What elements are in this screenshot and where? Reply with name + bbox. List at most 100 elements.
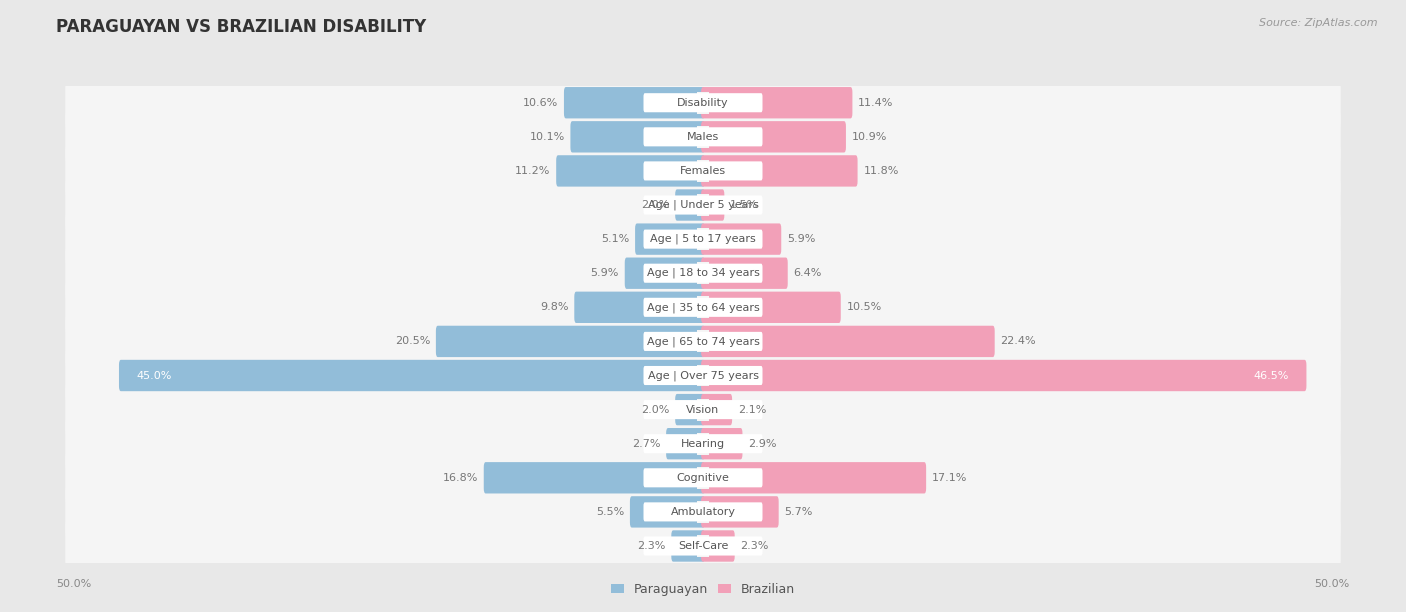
FancyBboxPatch shape	[702, 292, 841, 323]
FancyBboxPatch shape	[630, 496, 704, 528]
Text: 22.4%: 22.4%	[1001, 337, 1036, 346]
FancyBboxPatch shape	[696, 535, 707, 557]
Text: 10.6%: 10.6%	[523, 98, 558, 108]
FancyBboxPatch shape	[65, 436, 1341, 520]
Text: 5.5%: 5.5%	[596, 507, 624, 517]
Text: 10.1%: 10.1%	[529, 132, 565, 142]
FancyBboxPatch shape	[696, 433, 707, 455]
FancyBboxPatch shape	[65, 367, 1341, 452]
FancyBboxPatch shape	[436, 326, 704, 357]
FancyBboxPatch shape	[644, 264, 762, 283]
Text: 16.8%: 16.8%	[443, 473, 478, 483]
Text: Self-Care: Self-Care	[678, 541, 728, 551]
FancyBboxPatch shape	[702, 360, 1306, 391]
Text: 2.3%: 2.3%	[637, 541, 665, 551]
FancyBboxPatch shape	[644, 468, 762, 487]
FancyBboxPatch shape	[696, 194, 707, 216]
FancyBboxPatch shape	[644, 162, 762, 181]
FancyBboxPatch shape	[65, 469, 1341, 554]
FancyBboxPatch shape	[702, 394, 733, 425]
FancyBboxPatch shape	[699, 365, 710, 386]
FancyBboxPatch shape	[702, 326, 994, 357]
FancyBboxPatch shape	[65, 299, 1341, 384]
Text: 50.0%: 50.0%	[56, 580, 91, 589]
Text: 50.0%: 50.0%	[1315, 580, 1350, 589]
Text: Females: Females	[681, 166, 725, 176]
Text: 46.5%: 46.5%	[1254, 370, 1289, 381]
FancyBboxPatch shape	[696, 467, 707, 489]
Text: 5.1%: 5.1%	[600, 234, 630, 244]
FancyBboxPatch shape	[644, 332, 762, 351]
FancyBboxPatch shape	[65, 231, 1341, 316]
FancyBboxPatch shape	[644, 366, 762, 385]
Text: Age | 18 to 34 years: Age | 18 to 34 years	[647, 268, 759, 278]
Text: 11.4%: 11.4%	[858, 98, 894, 108]
FancyBboxPatch shape	[702, 258, 787, 289]
FancyBboxPatch shape	[574, 292, 704, 323]
FancyBboxPatch shape	[696, 501, 707, 523]
Text: Source: ZipAtlas.com: Source: ZipAtlas.com	[1260, 18, 1378, 28]
FancyBboxPatch shape	[696, 296, 707, 318]
Text: Age | 5 to 17 years: Age | 5 to 17 years	[650, 234, 756, 244]
Text: Vision: Vision	[686, 405, 720, 414]
FancyBboxPatch shape	[702, 223, 782, 255]
FancyBboxPatch shape	[65, 61, 1341, 145]
FancyBboxPatch shape	[65, 163, 1341, 247]
Text: 2.1%: 2.1%	[738, 405, 766, 414]
FancyBboxPatch shape	[702, 462, 927, 493]
FancyBboxPatch shape	[644, 537, 762, 556]
FancyBboxPatch shape	[702, 121, 846, 152]
Text: 1.5%: 1.5%	[730, 200, 758, 210]
Legend: Paraguayan, Brazilian: Paraguayan, Brazilian	[607, 579, 799, 600]
Text: Hearing: Hearing	[681, 439, 725, 449]
FancyBboxPatch shape	[65, 94, 1341, 179]
FancyBboxPatch shape	[696, 160, 707, 182]
Text: 11.8%: 11.8%	[863, 166, 898, 176]
FancyBboxPatch shape	[65, 265, 1341, 349]
FancyBboxPatch shape	[644, 127, 762, 146]
FancyBboxPatch shape	[65, 197, 1341, 282]
FancyBboxPatch shape	[696, 330, 707, 353]
FancyBboxPatch shape	[702, 428, 742, 460]
Text: 2.0%: 2.0%	[641, 405, 669, 414]
FancyBboxPatch shape	[675, 189, 704, 221]
Text: 2.3%: 2.3%	[741, 541, 769, 551]
FancyBboxPatch shape	[696, 126, 707, 147]
FancyBboxPatch shape	[702, 531, 735, 562]
FancyBboxPatch shape	[702, 496, 779, 528]
Text: Age | Over 75 years: Age | Over 75 years	[648, 370, 758, 381]
FancyBboxPatch shape	[671, 531, 704, 562]
Text: Age | 65 to 74 years: Age | 65 to 74 years	[647, 336, 759, 346]
Text: 5.9%: 5.9%	[787, 234, 815, 244]
FancyBboxPatch shape	[696, 92, 707, 114]
Text: 5.9%: 5.9%	[591, 268, 619, 278]
Text: 2.0%: 2.0%	[641, 200, 669, 210]
FancyBboxPatch shape	[699, 228, 710, 250]
FancyBboxPatch shape	[702, 189, 724, 221]
FancyBboxPatch shape	[644, 298, 762, 317]
FancyBboxPatch shape	[699, 160, 710, 182]
Text: Age | 35 to 64 years: Age | 35 to 64 years	[647, 302, 759, 313]
FancyBboxPatch shape	[624, 258, 704, 289]
FancyBboxPatch shape	[636, 223, 704, 255]
FancyBboxPatch shape	[65, 333, 1341, 418]
FancyBboxPatch shape	[699, 92, 710, 114]
FancyBboxPatch shape	[666, 428, 704, 460]
Text: Cognitive: Cognitive	[676, 473, 730, 483]
FancyBboxPatch shape	[702, 87, 852, 118]
Text: Ambulatory: Ambulatory	[671, 507, 735, 517]
FancyBboxPatch shape	[699, 194, 710, 216]
FancyBboxPatch shape	[699, 263, 710, 284]
Text: 9.8%: 9.8%	[540, 302, 568, 312]
FancyBboxPatch shape	[557, 155, 704, 187]
Text: Age | Under 5 years: Age | Under 5 years	[648, 200, 758, 211]
Text: Males: Males	[688, 132, 718, 142]
FancyBboxPatch shape	[702, 155, 858, 187]
Text: PARAGUAYAN VS BRAZILIAN DISABILITY: PARAGUAYAN VS BRAZILIAN DISABILITY	[56, 18, 426, 36]
FancyBboxPatch shape	[644, 93, 762, 112]
Text: 5.7%: 5.7%	[785, 507, 813, 517]
FancyBboxPatch shape	[571, 121, 704, 152]
Text: 10.9%: 10.9%	[852, 132, 887, 142]
Text: 6.4%: 6.4%	[793, 268, 823, 278]
Text: 10.5%: 10.5%	[846, 302, 882, 312]
